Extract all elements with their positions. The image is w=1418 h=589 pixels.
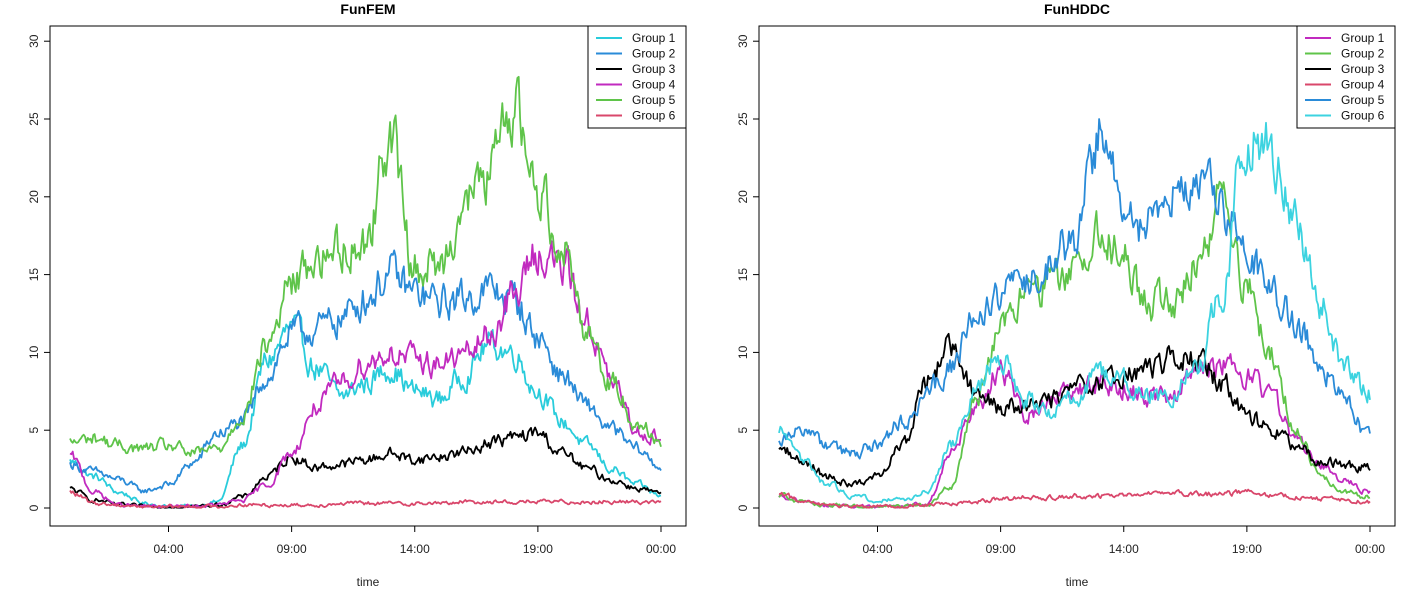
y-tick-label: 5: [27, 427, 41, 434]
plot-frame: [758, 25, 1396, 527]
y-tick-label: 0: [736, 504, 750, 511]
legend-label: Group 4: [1341, 78, 1385, 92]
y-tick-label: 10: [27, 345, 41, 359]
x-axis-label: time: [1066, 575, 1089, 589]
y-tick-label: 20: [736, 190, 750, 204]
x-axis-label: time: [357, 575, 380, 589]
legend-label: Group 3: [1341, 62, 1385, 76]
y-tick-label: 20: [27, 190, 41, 204]
legend-label: Group 2: [1341, 47, 1385, 61]
series-line-6: [778, 121, 1371, 504]
series-line-3: [69, 426, 662, 509]
chart-funfem: FunFEM 0 5 10 15 20 25 30 04:00 09:00 14:00 19:00 00…: [27, 1, 687, 589]
legend-box: [587, 25, 687, 129]
x-tick-label: 09:00: [986, 542, 1016, 556]
series-line-2: [778, 180, 1371, 509]
y-tick-label: 0: [27, 504, 41, 511]
y-tick-label: 15: [27, 268, 41, 282]
series-line-2: [69, 249, 662, 494]
chart-title: FunFEM: [340, 1, 395, 17]
legend-label: Group 4: [632, 78, 676, 92]
legend-label: Group 5: [632, 93, 676, 107]
y-tick-label: 5: [736, 427, 750, 434]
series-line-6: [69, 490, 662, 509]
series-line-5: [69, 75, 662, 457]
legend-label: Group 3: [632, 62, 676, 76]
x-tick-label: 04:00: [153, 542, 183, 556]
x-tick-label: 09:00: [277, 542, 307, 556]
legend-label: Group 1: [632, 31, 676, 45]
x-tick-label: 19:00: [1232, 542, 1262, 556]
series-line-5: [778, 118, 1371, 460]
series-line-3: [778, 332, 1371, 488]
x-tick-label: 00:00: [1355, 542, 1385, 556]
y-tick-label: 30: [27, 34, 41, 48]
y-tick-label: 25: [27, 112, 41, 126]
chart-title: FunHDDC: [1044, 1, 1110, 17]
series-line-4: [778, 488, 1371, 509]
legend-label: Group 6: [1341, 109, 1385, 123]
legend-label: Group 1: [1341, 31, 1385, 45]
y-tick-label: 30: [736, 34, 750, 48]
x-tick-label: 19:00: [523, 542, 553, 556]
series-line-1: [69, 313, 662, 509]
legend-label: Group 5: [1341, 93, 1385, 107]
legend-label: Group 2: [632, 47, 676, 61]
chart-panel-funhddc: FunHDDC 0 5 10 15 20 25 30 04:00 09:00 14:00 19:00 0…: [709, 0, 1418, 589]
legend-label: Group 6: [632, 109, 676, 123]
chart-panel-funfem: FunFEM 0 5 10 15 20 25 30 04:00 09:00 14:00 19:00 00…: [27, 1, 687, 589]
legend-box: [1296, 25, 1396, 129]
x-tick-label: 14:00: [400, 542, 430, 556]
y-tick-label: 15: [736, 268, 750, 282]
plot-frame: [49, 25, 687, 527]
chart-funhddc: FunHDDC 0 5 10 15 20 25 30 04:00 09:00 14:00 19:00 0…: [736, 1, 1396, 589]
y-tick-label: 10: [736, 345, 750, 359]
x-tick-label: 00:00: [646, 542, 676, 556]
x-tick-label: 14:00: [1109, 542, 1139, 556]
x-tick-label: 04:00: [862, 542, 892, 556]
y-tick-label: 25: [736, 112, 750, 126]
